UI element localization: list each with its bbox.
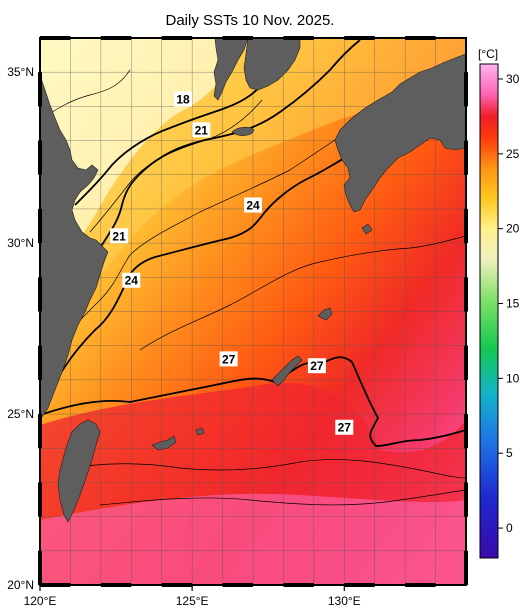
colorbar-tick-label: 20 (506, 222, 520, 236)
colorbar-tick-label: 0 (506, 521, 513, 535)
frame-tick (283, 36, 314, 40)
frame-tick (405, 36, 436, 40)
frame-tick (464, 482, 468, 517)
frame-tick (100, 36, 132, 40)
contour-label: 18 (174, 91, 193, 107)
frame-tick (38, 345, 42, 380)
okinawa-islands (271, 355, 303, 387)
contour-label-bg (335, 419, 354, 435)
taiwan (57, 419, 101, 523)
contour-label: 27 (307, 358, 326, 374)
frame-tick (464, 277, 468, 312)
contour-label-bg (244, 197, 262, 213)
colorbar: [°C] 30 25 20 15 10 5 0 (478, 47, 520, 559)
frame-tick (283, 583, 314, 587)
contour-label-bg (110, 228, 129, 244)
frame-tick (38, 277, 42, 312)
japan-kyushu-honshu (334, 53, 466, 213)
frame-tick (38, 208, 42, 244)
frame-tick (464, 208, 468, 244)
miyako-island (195, 427, 205, 436)
colorbar-bar (479, 63, 499, 559)
colorbar-tick-label: 30 (506, 72, 520, 86)
contour-label-text: 18 (176, 93, 190, 107)
frame-tick (464, 140, 468, 175)
lat-tick-label: 20°N (7, 578, 34, 592)
contour-label: 27 (335, 419, 354, 435)
frame-tick (464, 72, 468, 107)
frame-tick (40, 583, 71, 587)
frame-ticks (38, 36, 468, 587)
contour-label: 21 (110, 228, 129, 244)
colorbar-ticks: 30 25 20 15 10 5 0 (498, 72, 520, 535)
contour-thin-4 (99, 489, 466, 506)
page-title: Daily SSTs 10 Nov. 2025. (165, 12, 335, 29)
colorbar-unit-label: [°C] (478, 47, 498, 61)
contour-thin-2 (139, 235, 466, 351)
lat-tick-label: 30°N (7, 236, 34, 250)
frame-tick (38, 72, 42, 107)
frame-tick (100, 583, 132, 587)
contour-thin-3 (59, 459, 466, 479)
contour-thin-6 (89, 99, 263, 233)
contour-label-text: 24 (246, 199, 260, 213)
contour-labels: 18 21 21 24 24 27 27 27 (110, 91, 354, 435)
contour-18 (74, 79, 266, 206)
contour-label-text: 24 (125, 274, 139, 288)
frame-tick (464, 550, 468, 585)
contour-label-text: 27 (338, 421, 352, 435)
contour-label-bg (192, 122, 211, 138)
frame-tick (405, 583, 436, 587)
frame-tick (344, 583, 375, 587)
frame-tick (38, 482, 42, 517)
contour-label-text: 27 (222, 352, 236, 366)
yakushima-island (361, 223, 373, 235)
lon-tick-label: 120°E (24, 594, 57, 608)
contour-label-bg (122, 272, 141, 288)
jeju-island (231, 126, 255, 136)
lat-tick-label: 25°N (7, 407, 34, 421)
frame-tick (38, 140, 42, 175)
contour-label-bg (174, 91, 193, 107)
lon-tick-label: 125°E (176, 594, 209, 608)
frame-tick (40, 36, 71, 40)
colorbar-tick-label: 25 (506, 147, 520, 161)
frame-tick (222, 36, 253, 40)
contour-label-bg (219, 351, 238, 367)
frame-tick (38, 550, 42, 585)
contour-label: 21 (192, 122, 211, 138)
colorbar-tick-label: 15 (506, 297, 520, 311)
colorbar-tick-label: 5 (506, 446, 513, 460)
frame-tick (464, 345, 468, 380)
frame-tick (222, 583, 253, 587)
contour-27 (40, 356, 466, 447)
lon-tick-label: 130°E (328, 594, 361, 608)
china-coast (40, 38, 109, 421)
contour-label: 24 (122, 272, 141, 288)
contour-label-bg (307, 358, 326, 374)
contour-label: 24 (244, 197, 262, 213)
lat-tick-label: 35°N (7, 65, 34, 79)
contour-label-text: 21 (195, 123, 209, 137)
frame-tick (344, 36, 375, 40)
korea-peninsula (243, 38, 301, 91)
frame-tick (464, 414, 468, 449)
frame-tick (161, 36, 193, 40)
landmasses (40, 38, 466, 523)
colorbar-tick-label: 10 (506, 371, 520, 385)
frame-tick (38, 414, 42, 449)
contour-label-text: 21 (112, 229, 126, 243)
contour-21 (71, 39, 361, 291)
frame-tick (161, 583, 193, 587)
yaeyama-island (151, 435, 177, 451)
contour-label: 27 (219, 351, 238, 367)
contour-label-text: 27 (310, 359, 324, 373)
amami-island (317, 307, 333, 321)
axis-labels: 120°E 125°E 130°E 35°N 30°N 25°N 20°N (7, 65, 361, 608)
shandong-korea-landmass (213, 38, 249, 101)
contour-thin-5 (40, 69, 131, 121)
